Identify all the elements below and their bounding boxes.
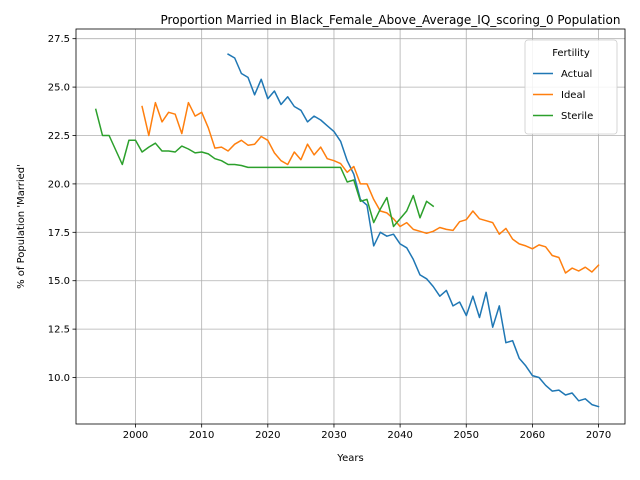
y-tick-label: 10.0 (48, 373, 70, 384)
y-tick-label: 12.5 (48, 325, 70, 336)
x-tick-label: 2060 (520, 430, 545, 441)
x-tick-label: 2020 (255, 430, 280, 441)
y-axis-label: % of Population 'Married' (16, 164, 27, 289)
x-tick-label: 2070 (586, 430, 611, 441)
y-tick-label: 20.0 (48, 179, 70, 190)
x-axis-label: Years (336, 453, 363, 464)
legend-label-ideal: Ideal (561, 90, 585, 101)
legend-label-actual: Actual (561, 69, 592, 80)
legend: Fertility Actual Ideal Sterile (525, 40, 617, 134)
x-tick-label: 2030 (321, 430, 346, 441)
x-tick-label: 2040 (387, 430, 412, 441)
y-tick-label: 25.0 (48, 83, 70, 94)
y-tick-label: 27.5 (48, 34, 70, 45)
y-tick-label: 22.5 (48, 131, 70, 142)
y-tick-label: 17.5 (48, 228, 70, 239)
y-tick-label: 15.0 (48, 276, 70, 287)
legend-title: Fertility (552, 48, 590, 59)
chart-title: Proportion Married in Black_Female_Above… (161, 13, 621, 27)
x-tick-label: 2010 (189, 430, 214, 441)
x-tick-label: 2000 (123, 430, 148, 441)
legend-label-sterile: Sterile (561, 111, 593, 122)
x-tick-label: 2050 (454, 430, 479, 441)
